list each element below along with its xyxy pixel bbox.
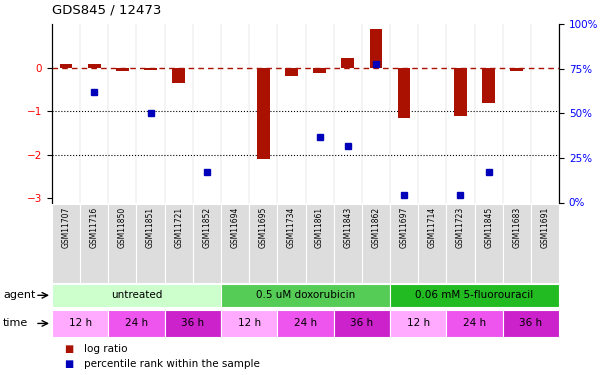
Bar	[342, 58, 354, 68]
Text: 12 h: 12 h	[238, 318, 261, 328]
Text: GSM11850: GSM11850	[118, 207, 127, 248]
Bar	[257, 68, 269, 159]
Bar	[418, 204, 447, 283]
Bar	[193, 204, 221, 283]
Bar	[313, 68, 326, 73]
Bar	[503, 310, 559, 337]
Text: 24 h: 24 h	[463, 318, 486, 328]
Bar	[52, 284, 221, 307]
Text: agent: agent	[3, 290, 35, 300]
Text: GSM11723: GSM11723	[456, 207, 465, 248]
Text: GSM11697: GSM11697	[400, 207, 409, 248]
Bar	[172, 68, 185, 83]
Text: log ratio: log ratio	[84, 344, 127, 354]
Text: GDS845 / 12473: GDS845 / 12473	[52, 4, 161, 17]
Bar	[221, 310, 277, 337]
Text: GSM11716: GSM11716	[90, 207, 99, 248]
Bar	[447, 204, 475, 283]
Bar	[80, 204, 108, 283]
Bar	[60, 64, 72, 68]
Text: GSM11845: GSM11845	[484, 207, 493, 248]
Text: GSM11843: GSM11843	[343, 207, 353, 248]
Text: percentile rank within the sample: percentile rank within the sample	[84, 358, 260, 369]
Bar	[144, 68, 157, 70]
Bar	[136, 204, 164, 283]
Bar	[334, 310, 390, 337]
Bar	[475, 204, 503, 283]
Text: GSM11862: GSM11862	[371, 207, 381, 248]
Bar	[221, 284, 390, 307]
Text: 0.06 mM 5-fluorouracil: 0.06 mM 5-fluorouracil	[415, 290, 533, 300]
Text: GSM11721: GSM11721	[174, 207, 183, 248]
Bar	[306, 204, 334, 283]
Bar	[249, 204, 277, 283]
Text: ■: ■	[64, 358, 73, 369]
Text: 24 h: 24 h	[125, 318, 148, 328]
Bar	[362, 204, 390, 283]
Bar	[390, 284, 559, 307]
Bar	[398, 68, 411, 118]
Bar	[482, 68, 495, 103]
Text: 36 h: 36 h	[350, 318, 373, 328]
Bar	[164, 204, 193, 283]
Text: GSM11683: GSM11683	[512, 207, 521, 248]
Bar	[390, 310, 447, 337]
Bar	[52, 204, 80, 283]
Bar	[88, 64, 101, 68]
Text: time: time	[3, 318, 28, 328]
Bar	[164, 310, 221, 337]
Bar	[531, 204, 559, 283]
Text: 12 h: 12 h	[68, 318, 92, 328]
Bar	[503, 204, 531, 283]
Text: GSM11707: GSM11707	[62, 207, 70, 248]
Bar	[334, 204, 362, 283]
Text: GSM11714: GSM11714	[428, 207, 437, 248]
Text: GSM11852: GSM11852	[202, 207, 211, 248]
Bar	[370, 29, 382, 68]
Text: 12 h: 12 h	[407, 318, 430, 328]
Text: 0.5 uM doxorubicin: 0.5 uM doxorubicin	[256, 290, 355, 300]
Bar	[221, 204, 249, 283]
Bar	[454, 68, 467, 116]
Bar	[447, 310, 503, 337]
Text: 36 h: 36 h	[181, 318, 204, 328]
Text: GSM11694: GSM11694	[230, 207, 240, 248]
Text: GSM11691: GSM11691	[541, 207, 549, 248]
Bar	[390, 204, 418, 283]
Text: GSM11734: GSM11734	[287, 207, 296, 248]
Bar	[277, 310, 334, 337]
Bar	[510, 68, 523, 71]
Text: ■: ■	[64, 344, 73, 354]
Text: GSM11851: GSM11851	[146, 207, 155, 248]
Text: 24 h: 24 h	[294, 318, 317, 328]
Bar	[108, 204, 136, 283]
Text: GSM11861: GSM11861	[315, 207, 324, 248]
Bar	[285, 68, 298, 76]
Text: untreated: untreated	[111, 290, 162, 300]
Bar	[116, 68, 129, 71]
Bar	[52, 310, 108, 337]
Bar	[108, 310, 164, 337]
Text: GSM11695: GSM11695	[258, 207, 268, 248]
Text: 36 h: 36 h	[519, 318, 543, 328]
Bar	[277, 204, 306, 283]
